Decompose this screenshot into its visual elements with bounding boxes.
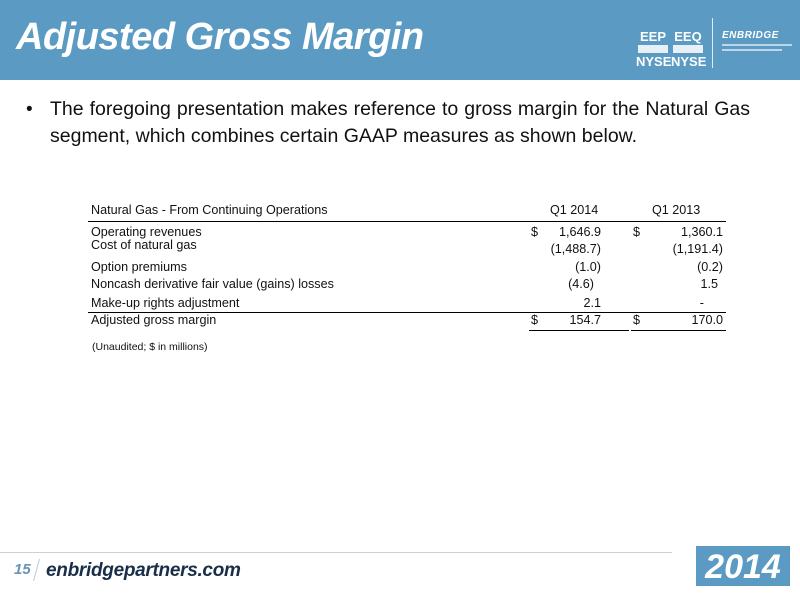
year-badge: 2014 xyxy=(696,546,790,586)
currency-symbol: $ xyxy=(633,225,641,239)
currency-symbol: $ xyxy=(633,313,641,327)
enbridge-logo: ENBRIDGE xyxy=(722,30,797,51)
website-link[interactable]: enbridgepartners.com xyxy=(46,560,241,581)
currency-symbol: $ xyxy=(531,225,539,239)
bullet-text: The foregoing presentation makes referen… xyxy=(50,98,750,147)
column-header-q1-2013: Q1 2013 xyxy=(652,203,701,217)
total-underline-q1-2013 xyxy=(631,330,726,331)
ticker-symbol: EEQ xyxy=(674,29,702,44)
value-q1-2013: 1,360.1 xyxy=(680,225,723,239)
slide-title: Adjusted Gross Margin xyxy=(16,16,424,58)
total-q1-2013: 170.0 xyxy=(691,313,723,327)
logo-subtext-line xyxy=(722,49,782,51)
row-label: Operating revenues xyxy=(91,225,202,239)
header-divider xyxy=(712,18,713,68)
ticker-eeq: EEQ NYSE xyxy=(671,29,707,69)
value-q1-2013: - xyxy=(699,296,704,310)
value-q1-2014: 2.1 xyxy=(583,296,601,310)
table-total-row: Adjusted gross margin $ 154.7 $ 170.0 xyxy=(88,312,726,331)
currency-symbol: $ xyxy=(531,313,539,327)
bullet-icon: • xyxy=(26,99,33,120)
table-header-row: Natural Gas - From Continuing Operations… xyxy=(88,203,726,222)
ticker-symbol: EEP xyxy=(639,29,666,44)
ticker-stripe xyxy=(638,45,668,53)
ticker-stripe xyxy=(673,45,703,53)
table-row: Operating revenues $ 1,646.9 $ 1,360.1 xyxy=(88,225,726,242)
ticker-exchange: NYSE xyxy=(636,54,672,69)
page-number: 15 xyxy=(14,561,31,578)
year-text: 2014 xyxy=(705,548,781,586)
logo-subtext-line xyxy=(722,44,792,46)
total-top-rule xyxy=(88,312,726,313)
header-rule xyxy=(88,221,726,222)
row-label: Make-up rights adjustment xyxy=(91,296,240,310)
row-label: Cost of natural gas xyxy=(91,238,197,252)
value-q1-2013: (0.2) xyxy=(697,260,723,274)
table-row: Noncash derivative fair value (gains) lo… xyxy=(88,277,726,294)
value-q1-2014: 1,646.9 xyxy=(558,225,601,239)
table-row: Cost of natural gas (1,488.7) (1,191.4) xyxy=(88,238,726,256)
bullet-point: • The foregoing presentation makes refer… xyxy=(26,96,750,150)
table-row: Option premiums (1.0) (0.2) xyxy=(88,260,726,277)
total-underline-q1-2014 xyxy=(529,330,629,331)
value-q1-2014: (4.6) xyxy=(568,277,594,291)
value-q1-2013: (1,191.4) xyxy=(672,242,723,256)
table-footnote: (Unaudited; $ in millions) xyxy=(92,341,208,353)
total-q1-2014: 154.7 xyxy=(569,313,601,327)
column-header-q1-2014: Q1 2014 xyxy=(550,203,599,217)
table-caption: Natural Gas - From Continuing Operations xyxy=(91,203,328,217)
gross-margin-table: Natural Gas - From Continuing Operations… xyxy=(88,203,726,331)
value-q1-2013: 1.5 xyxy=(700,277,718,291)
value-q1-2014: (1.0) xyxy=(575,260,601,274)
ticker-eep: EEP NYSE xyxy=(636,29,672,69)
logo-wordmark: ENBRIDGE xyxy=(722,30,779,41)
table-row: Make-up rights adjustment 2.1 - xyxy=(88,296,726,313)
value-q1-2014: (1,488.7) xyxy=(550,242,601,256)
footer-rule xyxy=(0,552,672,553)
footer-divider xyxy=(33,559,40,581)
row-label: Option premiums xyxy=(91,260,187,274)
total-label: Adjusted gross margin xyxy=(91,313,217,327)
header-band: Adjusted Gross Margin EEP NYSE EEQ NYSE … xyxy=(0,0,800,80)
row-label: Noncash derivative fair value (gains) lo… xyxy=(91,277,334,291)
ticker-exchange: NYSE xyxy=(671,54,707,69)
